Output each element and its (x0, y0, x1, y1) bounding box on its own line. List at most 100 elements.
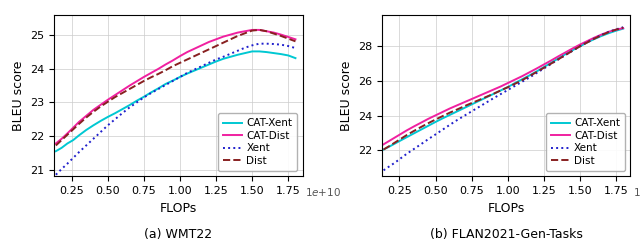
Xent (482, 101, 490, 104)
CAT-Xent (569, 49, 577, 52)
Xent (198, 65, 205, 68)
Dist (154, 72, 162, 75)
CAT-Xent (212, 60, 220, 63)
CAT-Dist (432, 114, 440, 117)
Dist (248, 29, 256, 32)
CAT-Xent (63, 142, 71, 145)
Xent (277, 43, 285, 46)
Dist (511, 82, 519, 85)
CAT-Dist (468, 98, 476, 101)
CAT-Dist (198, 44, 205, 47)
CAT-Dist (241, 30, 249, 33)
Xent (490, 97, 497, 100)
Dist (591, 37, 598, 40)
CAT-Dist (547, 59, 555, 62)
Dist (176, 61, 184, 64)
Xent (234, 49, 241, 52)
CAT-Dist (255, 28, 263, 32)
Dist (284, 37, 292, 40)
Dist (69, 128, 77, 131)
CAT-Xent (432, 120, 440, 123)
CAT-Dist (169, 59, 177, 62)
Xent (58, 168, 65, 171)
CAT-Dist (525, 71, 533, 74)
Dist (263, 30, 271, 33)
CAT-Dist (58, 137, 65, 140)
Dist (255, 28, 263, 32)
Xent (439, 128, 447, 131)
Dist (540, 66, 548, 69)
CAT-Dist (176, 55, 184, 58)
Dist (446, 111, 454, 114)
Xent (518, 80, 526, 83)
Dist (391, 141, 399, 144)
Xent (104, 124, 111, 127)
CAT-Dist (220, 35, 227, 38)
X-axis label: FLOPs: FLOPs (160, 202, 197, 215)
CAT-Dist (605, 30, 612, 33)
Dist (90, 110, 97, 113)
CAT-Dist (576, 43, 584, 46)
Xent (397, 157, 404, 160)
Xent (75, 151, 83, 154)
CAT-Xent (205, 63, 212, 66)
Dist (482, 96, 490, 99)
Dist (439, 115, 447, 118)
Text: (b) FLAN2021-Gen-Tasks: (b) FLAN2021-Gen-Tasks (430, 228, 582, 241)
Dist (191, 55, 198, 58)
CAT-Dist (75, 120, 83, 123)
Xent (292, 47, 300, 50)
Dist (140, 79, 148, 82)
Xent (424, 138, 432, 141)
Xent (83, 144, 90, 147)
Xent (583, 41, 591, 44)
Line: Dist: Dist (383, 28, 623, 149)
Xent (191, 68, 198, 71)
CAT-Xent (518, 78, 526, 81)
CAT-Xent (69, 139, 77, 142)
Dist (220, 41, 227, 44)
Dist (58, 139, 65, 142)
Xent (576, 45, 584, 48)
CAT-Xent (111, 112, 119, 115)
CAT-Dist (540, 63, 548, 66)
CAT-Xent (385, 145, 393, 148)
CAT-Xent (140, 95, 148, 98)
Xent (532, 72, 540, 75)
CAT-Dist (147, 71, 155, 74)
CAT-Xent (497, 89, 504, 92)
CAT-Dist (482, 91, 490, 94)
CAT-Dist (583, 40, 591, 43)
CAT-Xent (540, 66, 548, 69)
CAT-Dist (270, 31, 278, 34)
Xent (547, 62, 555, 66)
CAT-Xent (446, 113, 454, 116)
Xent (525, 76, 533, 79)
CAT-Xent (125, 104, 133, 107)
Xent (391, 161, 399, 164)
CAT-Dist (284, 36, 292, 39)
CAT-Xent (284, 54, 292, 57)
CAT-Dist (439, 110, 447, 113)
Dist (125, 87, 133, 90)
Xent (475, 106, 483, 109)
Xent (598, 33, 605, 36)
CAT-Xent (176, 75, 184, 78)
CAT-Dist (554, 55, 562, 58)
CAT-Dist (620, 27, 627, 30)
Xent (446, 123, 454, 126)
Xent (284, 45, 292, 48)
Line: CAT-Dist: CAT-Dist (383, 28, 623, 144)
CAT-Xent (620, 27, 627, 30)
CAT-Dist (111, 93, 119, 97)
CAT-Xent (397, 139, 404, 142)
Xent (554, 58, 562, 61)
Dist (241, 32, 249, 35)
Xent (511, 84, 519, 87)
Legend: CAT-Xent, CAT-Dist, Xent, Dist: CAT-Xent, CAT-Dist, Xent, Dist (218, 113, 298, 171)
Dist (83, 116, 90, 119)
CAT-Dist (532, 67, 540, 70)
CAT-Xent (234, 53, 241, 56)
Xent (453, 118, 461, 121)
CAT-Dist (162, 63, 170, 66)
